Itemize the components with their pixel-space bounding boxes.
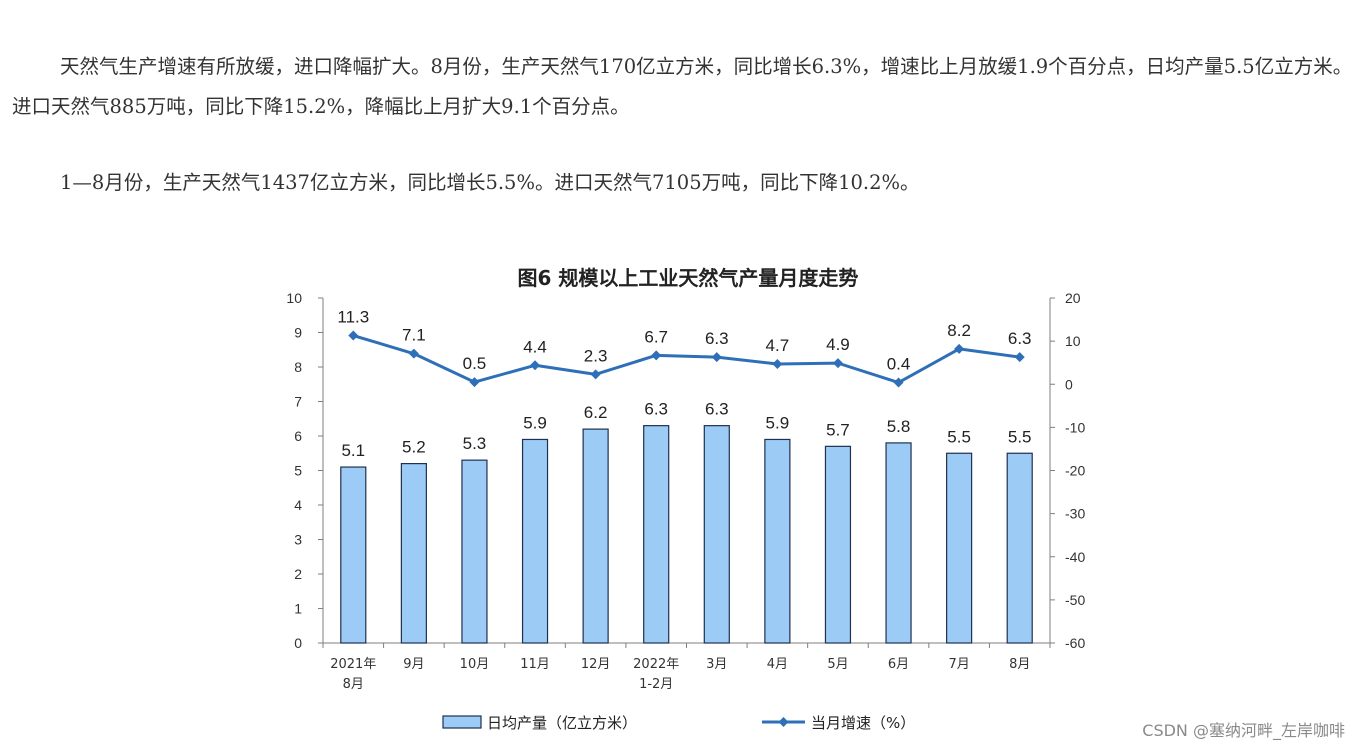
legend-bar-label: 日均产量（亿立方米） [487,714,637,732]
line-data-label: 7.1 [402,326,426,345]
x-tick-label: 8月 [1009,657,1030,672]
y-right-tick-label: 10 [1065,333,1081,349]
bar [703,425,730,644]
line-point [711,352,722,363]
bar-data-label: 5.2 [402,438,426,457]
bar-data-label: 6.2 [584,403,608,422]
article-paragraph: 1—8月份，生产天然气1437亿立方米，同比增长5.5%。进口天然气7105万吨… [60,171,920,194]
y-right-tick-label: 20 [1065,290,1081,306]
line-point [408,348,419,359]
x-tick-label: 4月 [767,657,788,672]
bar [400,463,427,644]
bar [764,438,791,644]
y-right-tick-label: -60 [1065,635,1085,651]
bar [340,466,367,644]
x-tick-label: 12月 [581,657,611,672]
bar [946,452,973,644]
bar-data-label: 5.1 [341,441,365,460]
y-left-tick-label: 10 [286,290,302,306]
y-right-tick-label: -40 [1065,549,1085,565]
line-data-label: 2.3 [584,346,608,365]
y-left-tick-label: 5 [294,463,302,479]
bar-data-label: 5.9 [523,413,547,432]
line-data-label: 4.9 [826,335,850,354]
bar [461,459,488,644]
growth-line [352,334,1020,385]
line-point [893,377,904,388]
legend-line-marker [778,717,789,727]
y-right-tick-label: -30 [1065,506,1085,522]
line-data-label: 0.5 [463,354,487,373]
line-data-label: 6.3 [1008,329,1032,348]
y-right-tick-label: -10 [1065,419,1085,435]
bar [582,428,609,644]
bar [885,442,912,644]
legend-bar-swatch [442,715,482,729]
line-point [469,377,480,388]
watermark: CSDN @塞纳河畔_左岸咖啡 [1142,721,1345,740]
line-point [954,343,965,354]
line-data-label: 11.3 [337,308,369,327]
line-point [651,350,662,361]
bar [643,425,670,644]
line-point [530,360,541,371]
x-tick-label: 2022年 1-2月 [633,657,679,692]
x-tick-label: 5月 [827,657,848,672]
x-tick-label: 11月 [520,657,550,672]
bar-data-label: 6.3 [705,400,729,419]
line-point [590,369,601,380]
y-left-tick-label: 3 [294,532,302,548]
y-right-tick-label: -20 [1065,463,1085,479]
bar-data-label: 5.5 [1008,427,1032,446]
x-tick-label: 6月 [888,657,909,672]
y-left-tick-label: 7 [294,394,302,410]
legend-line-label: 当月增速（%） [811,714,915,732]
bar-data-label: 5.5 [947,427,971,446]
bar-data-label: 5.3 [463,434,487,453]
x-tick-label: 2021年 8月 [330,657,376,692]
x-tick-label: 9月 [403,657,424,672]
line-point [772,358,783,369]
article-paragraph: 天然气生产增速有所放缓，进口降幅扩大。8月份，生产天然气170亿立方米，同比增长… [12,55,1353,118]
y-left-tick-label: 9 [294,325,302,341]
y-left-tick-label: 8 [294,359,302,375]
x-tick-label: 10月 [460,657,490,672]
line-data-label: 4.7 [766,336,790,355]
bar [824,445,852,644]
y-left-tick-label: 4 [294,497,302,513]
y-left-tick-label: 6 [294,428,302,444]
bar [1006,452,1033,644]
bar [521,438,549,644]
line-point [832,358,843,369]
line-point [348,330,359,341]
x-tick-label: 3月 [706,657,727,672]
line-data-label: 4.4 [523,337,547,356]
chart-title: 图6 规模以上工业天然气产量月度走势 [518,266,859,290]
y-left-tick-label: 1 [294,601,302,617]
bar-data-label: 5.7 [826,420,850,439]
line-data-label: 6.7 [644,327,668,346]
y-left-tick-label: 2 [294,566,302,582]
line-data-label: 6.3 [705,329,729,348]
line-data-label: 8.2 [947,321,971,340]
line-point [1014,352,1025,363]
bar-data-label: 6.3 [644,400,668,419]
y-right-tick-label: -50 [1065,592,1085,608]
y-right-tick-label: 0 [1065,376,1073,392]
x-tick-label: 7月 [948,657,969,672]
line-data-label: 0.4 [887,355,911,374]
bar-data-label: 5.8 [887,417,911,436]
y-left-tick-label: 0 [294,635,302,651]
bar-data-label: 5.9 [766,413,790,432]
